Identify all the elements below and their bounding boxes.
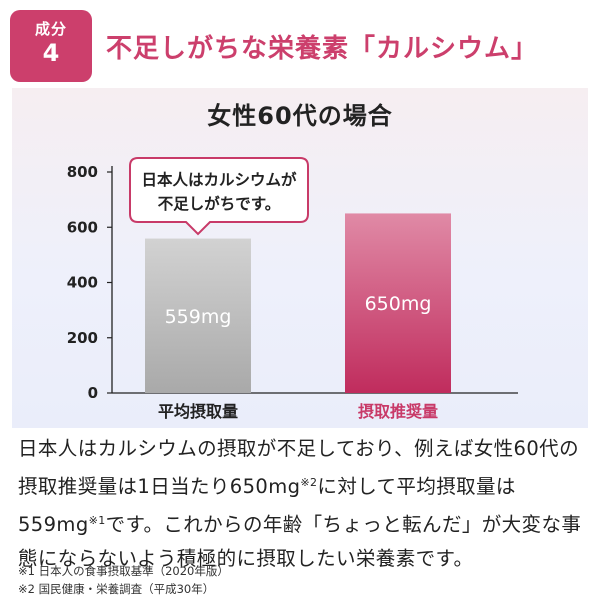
badge-label: 成分 bbox=[34, 20, 67, 38]
description-paragraph: 日本人はカルシウムの摂取が不足しており、例えば女性60代の摂取推奨量は1日当たり… bbox=[18, 432, 588, 576]
bar bbox=[145, 238, 251, 393]
y-tick-label: 400 bbox=[67, 274, 98, 292]
page-title: 不足しがちな栄養素「カルシウム」 bbox=[106, 34, 539, 64]
annotation-text: 不足しがちです。 bbox=[158, 194, 280, 213]
x-category-label: 摂取推奨量 bbox=[358, 402, 438, 421]
footnote-ref-1: ※1 bbox=[88, 514, 106, 527]
bar-value-label: 650mg bbox=[365, 293, 432, 315]
chart-panel bbox=[12, 88, 588, 428]
y-tick-label: 800 bbox=[67, 163, 98, 181]
calcium-bar-chart: 0 200 400 600 800 559mg 平均摂取量 650mg 摂取推奨量 日本人はカルシ… bbox=[67, 157, 518, 421]
chart-title: 女性60代の場合 bbox=[207, 102, 393, 130]
footnote-2: ※2 国民健康・栄養調査（平成30年） bbox=[18, 582, 215, 596]
y-tick-label: 0 bbox=[88, 384, 98, 402]
annotation-text: 日本人はカルシウムが bbox=[141, 170, 297, 189]
y-tick-label: 200 bbox=[67, 329, 98, 347]
description-text-1: 日本人はカルシウムの摂取が不足しており、例えば女性60代の摂取推奨量は1日当たり… bbox=[18, 437, 579, 498]
bar bbox=[345, 213, 451, 393]
bar-value-label: 559mg bbox=[165, 306, 232, 328]
footnote-1: ※1 日本人の食事摂取基準（2020年版） bbox=[18, 564, 229, 578]
annotation-callout bbox=[129, 157, 309, 236]
description-text-2: に対して平均摂取量は559mg bbox=[18, 475, 516, 536]
footnote-ref-2: ※2 bbox=[300, 476, 318, 489]
x-category-label: 平均摂取量 bbox=[158, 402, 238, 421]
description-text-3: です。これからの年齢「ちょっと転んだ」が大変な事態にならないよう積極的に摂取した… bbox=[18, 513, 582, 570]
ingredient-badge: 成分 4 bbox=[10, 10, 92, 82]
badge-number: 4 bbox=[42, 39, 60, 67]
y-tick-label: 600 bbox=[67, 218, 98, 236]
